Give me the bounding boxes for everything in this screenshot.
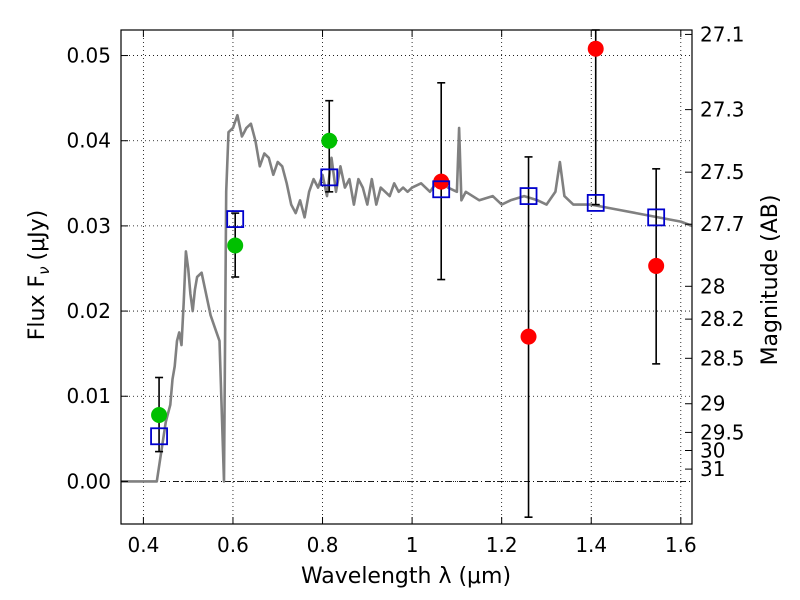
square-marker-4 [519,187,538,205]
y-axis-label-main: Flux F [25,275,50,340]
square-marker-2 [320,168,339,187]
square-marker-3 [432,180,451,199]
green-point-2 [321,132,338,149]
mag-tick-label-4: 28 [700,274,725,298]
data-markers [150,40,666,446]
x-tick-label-1: 0.6 [217,533,249,557]
y-axis-label: Flux Fν (μJy) [25,210,53,340]
y-ticks: 0.00 0.01 0.02 0.03 0.04 0.05 [66,44,128,493]
mag-tick-label-7: 29 [700,392,725,416]
x-tick-label-2: 0.8 [307,533,339,557]
square-marker-1 [226,210,245,228]
y-axis-label-unit: (μJy) [25,210,50,261]
x-tick-label-4: 1.2 [486,533,518,557]
mag-tick-label-8: 29.5 [700,420,745,444]
x-tick-label-5: 1.4 [575,533,607,557]
y-tick-label-0: 0.00 [66,469,111,493]
y-tick-label-1: 0.01 [66,384,111,408]
square-marker-5 [586,193,605,212]
x-tick-label-3: 1 [406,533,419,557]
x-ticks: 0.4 0.6 0.8 1 1.2 1.4 1.6 [127,30,697,557]
mag-tick-label-0: 27.1 [700,22,745,46]
template-spectrum-group [121,113,693,483]
mag-tick-label-9: 30 [700,438,725,462]
y-tick-label-4: 0.04 [66,129,111,153]
square-marker-0 [150,427,168,446]
mag-tick-label-6: 28.5 [700,346,745,370]
template-spectrum-line [121,113,693,483]
y-tick-label-2: 0.02 [66,299,111,323]
y-axis-label-subscript: ν [35,266,53,274]
mag-tick-label-3: 27.7 [700,212,745,236]
y-tick-label-3: 0.03 [66,214,111,238]
y-tick-label-5: 0.05 [66,44,111,68]
red-point-2 [587,40,604,57]
green-point-0 [151,406,168,423]
red-point-1 [520,328,537,345]
magnitude-axis-label: Magnitude (AB) [758,195,783,366]
mag-tick-label-5: 28.2 [700,307,745,331]
mag-tick-label-10: 31 [700,457,725,481]
green-point-1 [227,237,244,254]
square-marker-6 [647,208,666,227]
x-tick-label-0: 0.4 [127,533,159,557]
x-axis-label: Wavelength λ (μm) [301,564,511,589]
mag-tick-label-1: 27.3 [700,98,745,122]
mag-tick-label-2: 27.5 [700,160,745,184]
x-tick-label-6: 1.6 [665,533,697,557]
plot-frame [120,29,693,525]
red-point-3 [648,257,665,274]
